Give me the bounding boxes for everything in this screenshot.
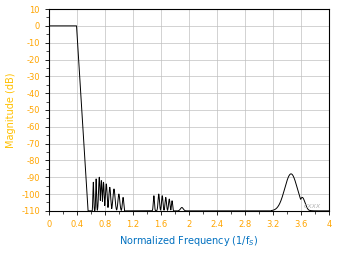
Text: CXXX: CXXX — [303, 204, 320, 209]
Y-axis label: Magnitude (dB): Magnitude (dB) — [5, 72, 16, 148]
X-axis label: Normalized Frequency (1/f$_S$): Normalized Frequency (1/f$_S$) — [119, 234, 258, 248]
